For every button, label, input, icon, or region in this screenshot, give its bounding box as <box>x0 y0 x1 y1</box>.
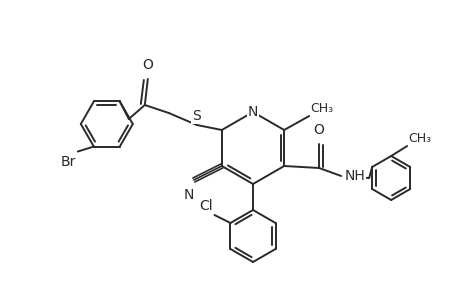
Text: N: N <box>247 105 257 119</box>
Text: Cl: Cl <box>198 199 212 213</box>
Text: CH₃: CH₃ <box>309 102 333 115</box>
Text: CH₃: CH₃ <box>407 132 431 145</box>
Text: S: S <box>192 109 201 123</box>
Text: O: O <box>142 58 153 72</box>
Text: NH: NH <box>343 169 364 183</box>
Text: O: O <box>313 123 324 137</box>
Text: N: N <box>183 188 194 202</box>
Text: Br: Br <box>60 154 76 169</box>
